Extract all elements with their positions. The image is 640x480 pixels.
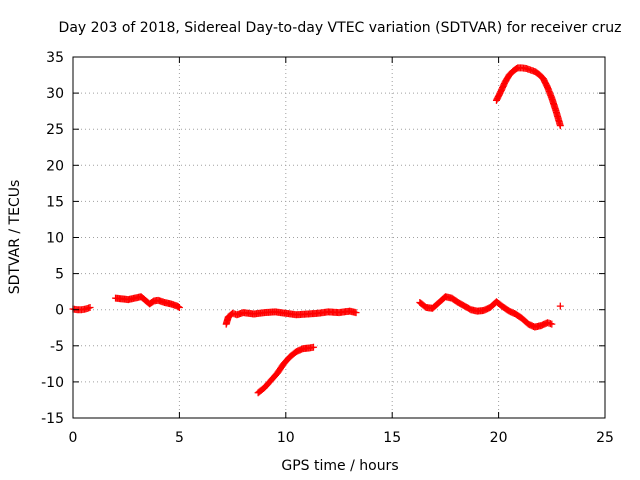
data-point	[309, 343, 317, 351]
series-arc-4	[254, 343, 317, 397]
series-isolated	[556, 302, 564, 310]
x-tick-label: 15	[383, 430, 401, 446]
tick-marks	[72, 56, 606, 419]
y-tick-label: 15	[46, 194, 64, 210]
x-tick-label: 20	[490, 430, 508, 446]
y-tick-label: 35	[46, 50, 64, 66]
x-tick-label: 0	[69, 430, 78, 446]
x-axis-label: GPS time / hours	[281, 458, 398, 474]
x-tick-label: 5	[175, 430, 184, 446]
data-points	[69, 64, 564, 397]
data-point	[86, 304, 94, 312]
y-tick-label: -5	[50, 339, 64, 355]
data-point	[175, 304, 183, 312]
series-arc-5	[416, 293, 556, 331]
x-tick-label: 25	[596, 430, 614, 446]
data-point	[352, 309, 360, 317]
y-tick-labels: -15 -10 -5 0 5 10 15 20 25 30 35	[41, 50, 64, 427]
data-point	[556, 122, 564, 130]
y-tick-label: 0	[55, 303, 64, 319]
data-point	[548, 320, 556, 328]
series-arc-6	[492, 64, 564, 130]
y-tick-label: 5	[55, 267, 64, 283]
grid-lines	[73, 57, 605, 418]
series-arc-2	[112, 293, 183, 312]
y-tick-label: 10	[46, 231, 64, 247]
series-arc-3	[222, 307, 360, 328]
data-point-fill	[174, 303, 182, 311]
y-tick-label: -10	[41, 375, 64, 391]
data-point	[556, 302, 564, 310]
y-tick-label: 25	[46, 122, 64, 138]
x-tick-label: 10	[277, 430, 295, 446]
y-tick-label: -15	[41, 411, 64, 427]
x-tick-labels: 0 5 10 15 20 25	[69, 430, 614, 446]
y-tick-label: 30	[46, 86, 64, 102]
y-axis-label: SDTVAR / TECUs	[7, 180, 23, 295]
y-tick-label: 20	[46, 158, 64, 174]
chart-title: Day 203 of 2018, Sidereal Day-to-day VTE…	[59, 20, 622, 36]
